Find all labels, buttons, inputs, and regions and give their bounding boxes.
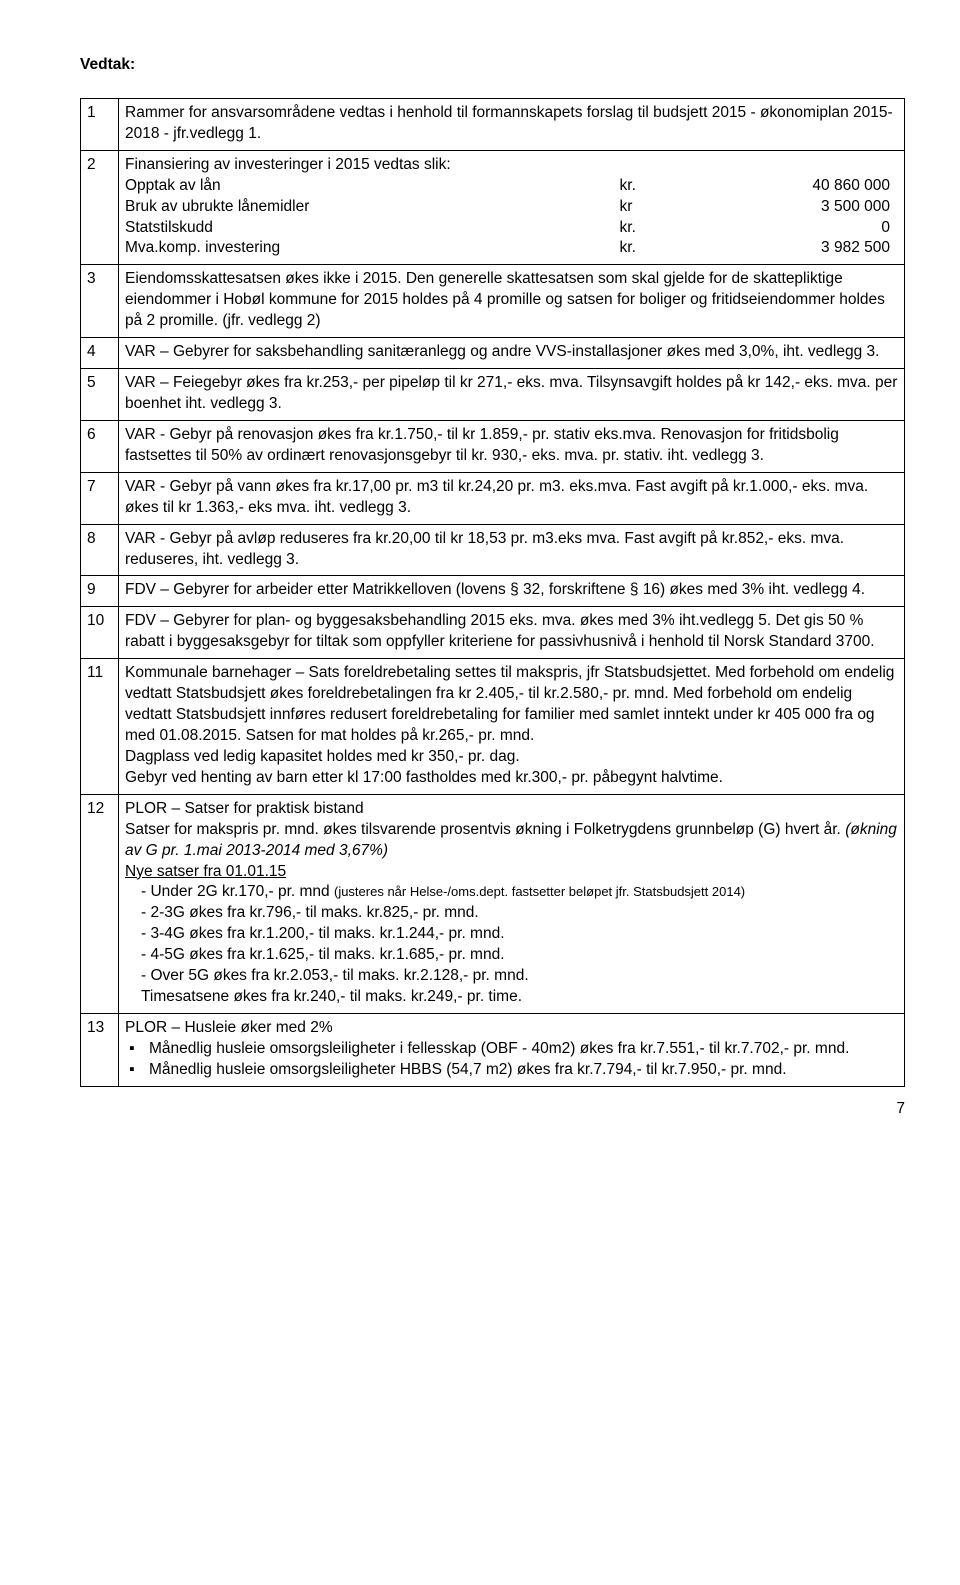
row-number: 11 (81, 659, 119, 795)
row-number: 13 (81, 1013, 119, 1086)
table-row: 7VAR - Gebyr på vann økes fra kr.17,00 p… (81, 472, 905, 524)
row-number: 10 (81, 607, 119, 659)
row-number: 5 (81, 369, 119, 421)
page-number: 7 (80, 1099, 905, 1120)
table-row: 5VAR – Feiegebyr økes fra kr.253,- per p… (81, 369, 905, 421)
row-content: FDV – Gebyrer for arbeider etter Matrikk… (119, 576, 905, 607)
row-content: PLOR – Satser for praktisk bistandSatser… (119, 794, 905, 1013)
row-number: 1 (81, 98, 119, 150)
table-row: 6VAR - Gebyr på renovasjon økes fra kr.1… (81, 420, 905, 472)
row-content: Eiendomsskattesatsen økes ikke i 2015. D… (119, 265, 905, 338)
row-number: 12 (81, 794, 119, 1013)
row-number: 7 (81, 472, 119, 524)
row-content: FDV – Gebyrer for plan- og byggesaksbeha… (119, 607, 905, 659)
row-number: 8 (81, 524, 119, 576)
row-content: VAR - Gebyr på avløp reduseres fra kr.20… (119, 524, 905, 576)
row-number: 9 (81, 576, 119, 607)
table-row: 13PLOR – Husleie øker med 2%▪Månedlig hu… (81, 1013, 905, 1086)
row-content: VAR – Feiegebyr økes fra kr.253,- per pi… (119, 369, 905, 421)
table-row: 8VAR - Gebyr på avløp reduseres fra kr.2… (81, 524, 905, 576)
row-content: Kommunale barnehager – Sats foreldrebeta… (119, 659, 905, 795)
table-row: 10FDV – Gebyrer for plan- og byggesaksbe… (81, 607, 905, 659)
row-number: 2 (81, 150, 119, 265)
row-number: 4 (81, 338, 119, 369)
table-row: 1Rammer for ansvarsområdene vedtas i hen… (81, 98, 905, 150)
row-content: VAR - Gebyr på vann økes fra kr.17,00 pr… (119, 472, 905, 524)
row-content: PLOR – Husleie øker med 2%▪Månedlig husl… (119, 1013, 905, 1086)
row-content: VAR - Gebyr på renovasjon økes fra kr.1.… (119, 420, 905, 472)
table-row: 3Eiendomsskattesatsen økes ikke i 2015. … (81, 265, 905, 338)
row-content: Finansiering av investeringer i 2015 ved… (119, 150, 905, 265)
vedtak-table: 1Rammer for ansvarsområdene vedtas i hen… (80, 98, 905, 1087)
table-row: 9FDV – Gebyrer for arbeider etter Matrik… (81, 576, 905, 607)
row-content: Rammer for ansvarsområdene vedtas i henh… (119, 98, 905, 150)
table-row: 2Finansiering av investeringer i 2015 ve… (81, 150, 905, 265)
row-number: 3 (81, 265, 119, 338)
table-row: 4VAR – Gebyrer for saksbehandling sanitæ… (81, 338, 905, 369)
row-number: 6 (81, 420, 119, 472)
heading: Vedtak: (80, 55, 905, 76)
table-row: 12PLOR – Satser for praktisk bistandSats… (81, 794, 905, 1013)
table-row: 11Kommunale barnehager – Sats foreldrebe… (81, 659, 905, 795)
row-content: VAR – Gebyrer for saksbehandling sanitær… (119, 338, 905, 369)
